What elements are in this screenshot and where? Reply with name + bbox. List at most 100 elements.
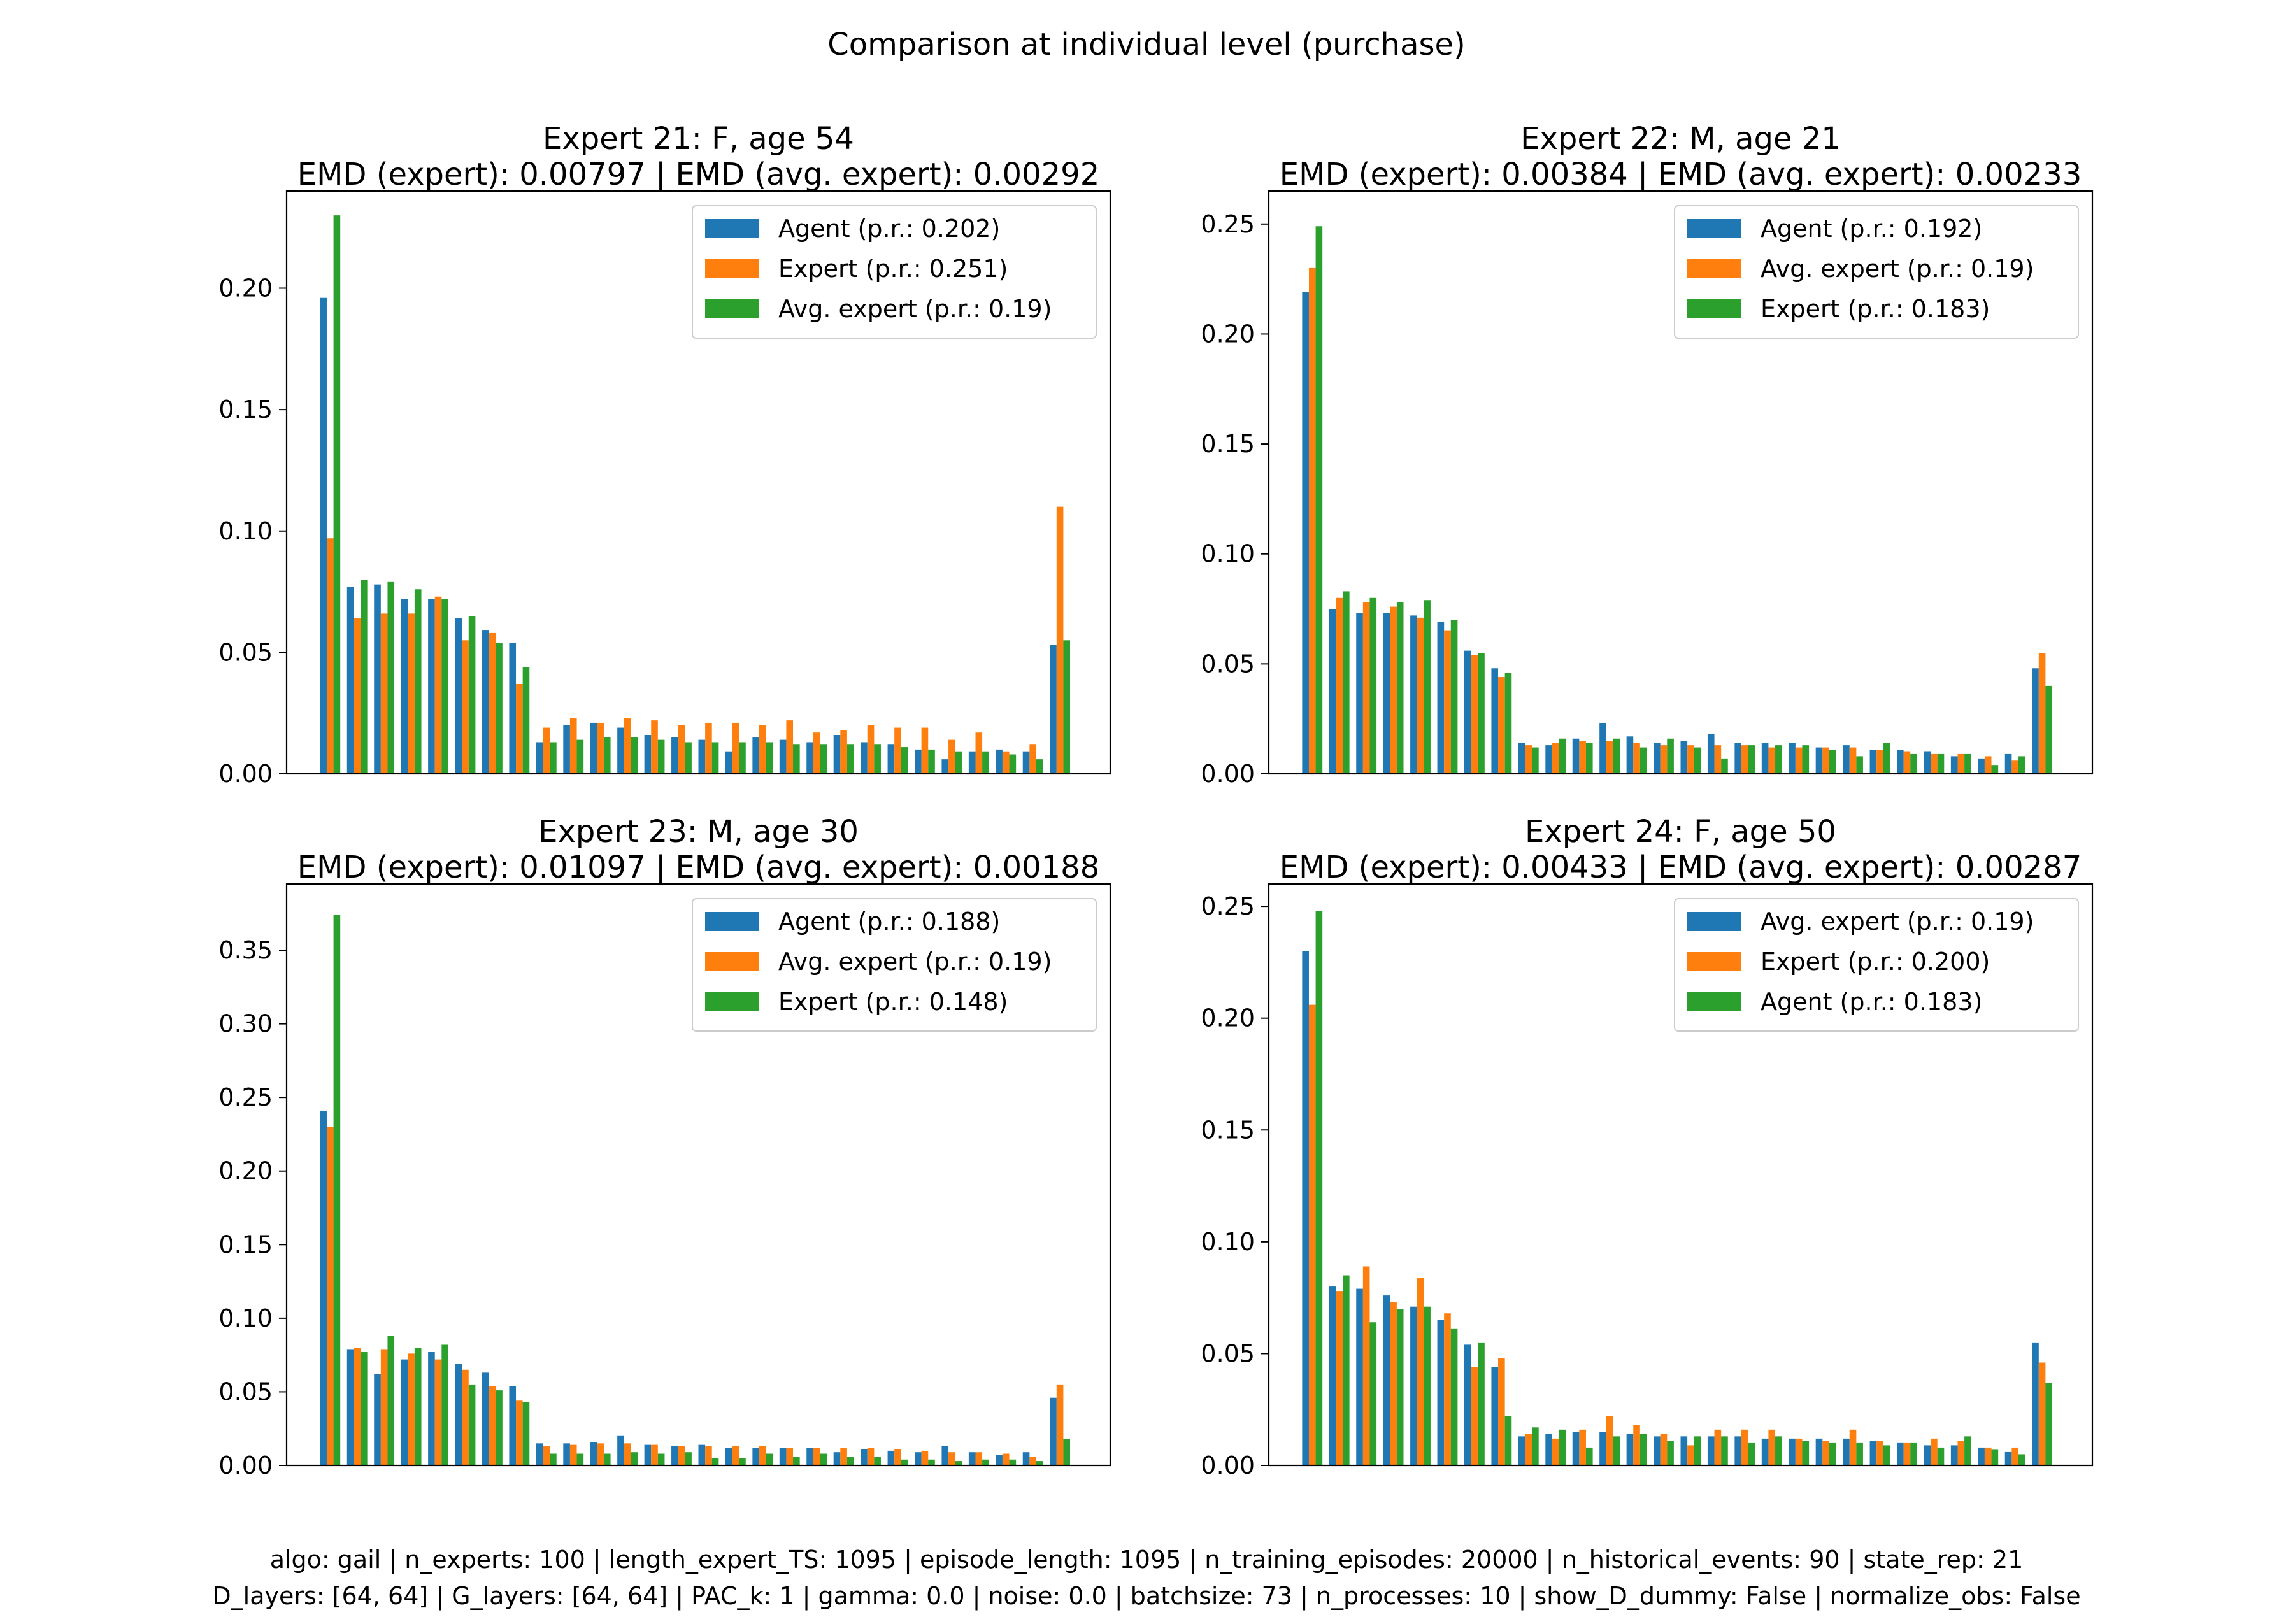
- bar-series2-11: [1579, 741, 1586, 774]
- bar-series2-28: [2038, 653, 2046, 774]
- bar-series2-7: [1471, 655, 1478, 774]
- legend-label-1: Agent (p.r.: 0.192): [1761, 215, 1982, 243]
- bar-series1-5: [1410, 615, 1417, 774]
- bar-series2-19: [813, 732, 820, 774]
- bar-series2-27: [2011, 760, 2018, 774]
- bar-series2-6: [1444, 1313, 1451, 1465]
- bar-series2-14: [1660, 745, 1668, 774]
- bar-series3-3: [1369, 1322, 1377, 1465]
- bar-series3-20: [846, 1457, 854, 1465]
- bar-series3-22: [1883, 1445, 1890, 1465]
- y-tick-label: 0.05: [218, 1378, 273, 1406]
- bar-series1-8: [1491, 668, 1499, 774]
- bar-series1-7: [482, 630, 489, 774]
- bar-series3-23: [928, 1459, 935, 1465]
- bar-series1-26: [1978, 1447, 1985, 1465]
- bar-series1-28: [2032, 1342, 2039, 1465]
- bar-series3-26: [1991, 765, 1999, 774]
- y-tick-label: 0.05: [218, 638, 273, 666]
- bar-series1-17: [752, 1448, 759, 1465]
- bar-series1-4: [401, 599, 408, 774]
- bar-series2-25: [975, 732, 983, 774]
- bar-series3-3: [387, 1336, 395, 1465]
- bar-series3-14: [685, 742, 692, 774]
- bar-series3-5: [1424, 1306, 1431, 1465]
- bar-series2-28: [1056, 1384, 1064, 1465]
- bar-series1-5: [428, 1352, 435, 1465]
- bar-series1-28: [1050, 645, 1057, 774]
- bar-series3-14: [685, 1452, 692, 1465]
- bar-series1-10: [563, 725, 570, 774]
- bar-series1-22: [887, 744, 895, 774]
- bar-series1-24: [941, 1446, 949, 1465]
- bar-series2-9: [543, 1446, 550, 1465]
- bar-series2-5: [434, 1359, 442, 1465]
- bar-series3-22: [1883, 743, 1890, 774]
- y-tick-label: 0.20: [218, 274, 273, 303]
- bar-series1-21: [861, 742, 868, 774]
- bar-series1-1: [1302, 951, 1309, 1465]
- y-tick-label: 0.25: [218, 1083, 273, 1111]
- bar-series3-14: [1667, 738, 1674, 774]
- bar-series1-12: [617, 1435, 624, 1465]
- bar-series1-5: [428, 599, 435, 774]
- bar-series1-24: [941, 759, 949, 774]
- legend-swatch-3: [705, 992, 759, 1011]
- legend-swatch-2: [1687, 259, 1741, 278]
- bar-series2-2: [1336, 597, 1343, 774]
- bar-series3-7: [496, 1390, 503, 1465]
- bar-series3-24: [1937, 753, 1945, 774]
- bar-series3-5: [441, 1344, 448, 1465]
- bar-series1-19: [806, 1448, 813, 1465]
- bar-series2-4: [408, 613, 415, 774]
- bar-series3-6: [1450, 620, 1458, 774]
- legend-swatch-1: [705, 912, 759, 931]
- bar-series2-14: [678, 725, 685, 774]
- bar-series1-2: [346, 587, 354, 774]
- bar-series3-23: [1910, 1442, 1917, 1465]
- bar-series2-26: [1984, 1447, 1992, 1465]
- subplot-subtitle: EMD (expert): 0.00384 | EMD (avg. expert…: [1280, 157, 2082, 192]
- bar-series1-16: [1707, 1436, 1715, 1465]
- bar-series1-22: [887, 1450, 895, 1465]
- bar-series3-2: [1343, 591, 1350, 774]
- bar-series2-11: [1579, 1429, 1586, 1465]
- bar-series3-28: [1063, 1439, 1071, 1465]
- bar-series1-1: [320, 297, 327, 774]
- axes-frame: [1268, 883, 2094, 1467]
- bar-series2-20: [840, 1448, 847, 1465]
- bar-series2-2: [1336, 1291, 1343, 1465]
- bar-series1-6: [455, 618, 462, 774]
- bar-series1-15: [698, 739, 706, 774]
- subplot-subtitle: EMD (expert): 0.01097 | EMD (avg. expert…: [297, 850, 1099, 885]
- bar-series3-3: [1369, 597, 1377, 774]
- bar-series1-21: [1843, 1438, 1850, 1465]
- bar-series2-25: [975, 1452, 983, 1465]
- bar-series2-16: [732, 1446, 739, 1465]
- bar-series3-23: [928, 749, 935, 774]
- bar-series1-9: [536, 1443, 543, 1465]
- legend-box: [692, 205, 1097, 339]
- bar-series1-20: [1815, 747, 1823, 774]
- y-tick-label: 0.05: [1201, 1339, 1255, 1367]
- bar-series3-8: [1504, 673, 1512, 774]
- bar-series1-20: [833, 1452, 841, 1465]
- bar-series3-12: [631, 737, 638, 774]
- bar-series1-12: [1599, 1432, 1606, 1465]
- bar-series3-18: [793, 1457, 800, 1465]
- bar-series1-15: [698, 1444, 706, 1465]
- axes-frame: [285, 190, 1111, 775]
- bar-series1-13: [644, 735, 652, 774]
- legend-label-2: Avg. expert (p.r.: 0.19): [778, 948, 1052, 976]
- bar-series1-17: [1734, 1436, 1741, 1465]
- bar-series1-1: [1302, 292, 1309, 774]
- bar-series1-12: [617, 727, 624, 774]
- bar-series2-19: [813, 1448, 820, 1465]
- bar-series1-6: [1437, 1320, 1445, 1465]
- bar-series2-26: [1984, 756, 1992, 774]
- bar-series3-26: [1009, 1459, 1017, 1465]
- bar-series1-23: [915, 1452, 922, 1465]
- bar-series3-11: [603, 1453, 611, 1465]
- y-tick-label: 0.00: [218, 760, 273, 788]
